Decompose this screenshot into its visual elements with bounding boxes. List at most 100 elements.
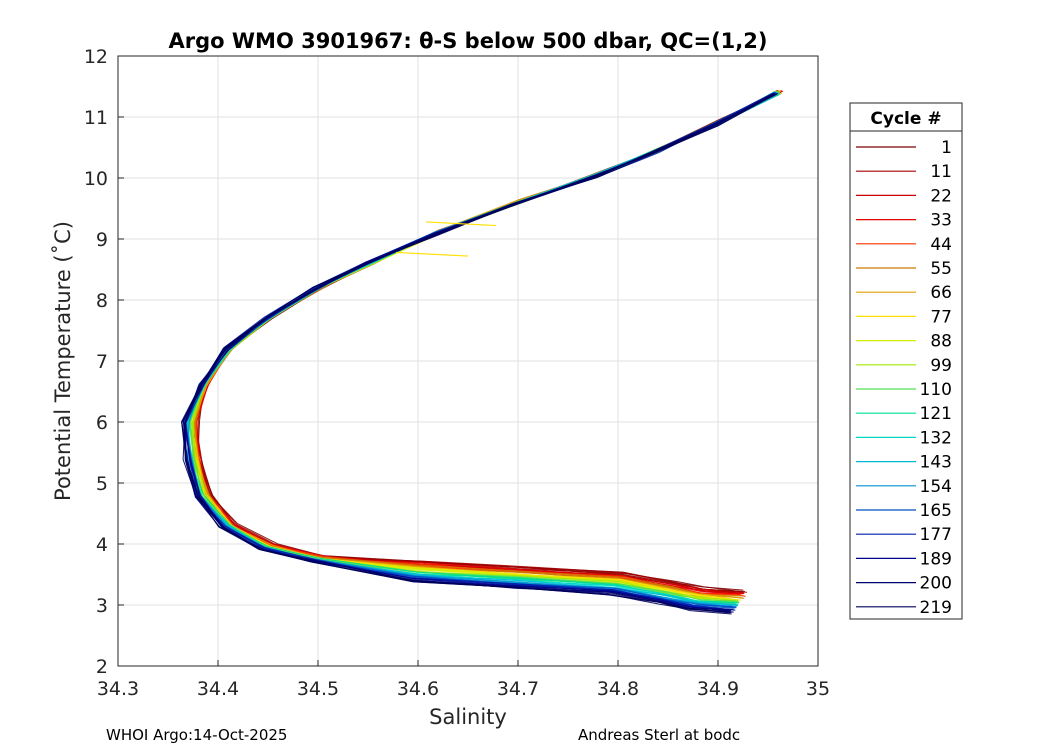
profile-line <box>195 89 778 593</box>
legend-entry-label: 33 <box>930 211 952 231</box>
chart-title: Argo WMO 3901967: θ-S below 500 dbar, QC… <box>169 29 768 53</box>
legend-title: Cycle # <box>870 109 941 129</box>
profile-line <box>187 90 777 600</box>
y-tick-label: 6 <box>96 412 108 434</box>
legend-entry-label: 66 <box>930 283 952 303</box>
legend: Cycle # 11122334455667788991101211321431… <box>849 102 963 620</box>
legend-entry-label: 22 <box>930 186 952 206</box>
profile-line <box>198 89 779 593</box>
profile-line <box>192 91 782 595</box>
profile-line <box>185 93 777 608</box>
profile-line <box>191 90 781 599</box>
profile-line <box>187 94 780 608</box>
profile-line <box>189 93 780 601</box>
y-tick-label: 11 <box>84 107 108 129</box>
legend-entry-label: 177 <box>920 525 952 545</box>
profile-line <box>186 92 780 604</box>
profile-line <box>184 92 775 613</box>
y-tick-label: 4 <box>96 534 108 556</box>
legend-entry-label: 88 <box>930 332 952 352</box>
profile-line <box>192 92 783 598</box>
x-tick-label: 34.9 <box>697 678 739 700</box>
profile-line <box>189 92 781 603</box>
profile-line <box>192 92 781 595</box>
profile-line <box>194 91 778 594</box>
profile-line <box>186 92 778 607</box>
legend-entry-label: 55 <box>930 259 952 279</box>
legend-entry-label: 44 <box>930 235 952 255</box>
y-tick-label: 3 <box>96 595 108 617</box>
profile-line <box>192 90 778 599</box>
profile-line <box>191 93 780 601</box>
profile-line <box>184 92 777 611</box>
legend-items: 1112233445566778899110121132143154165177… <box>856 138 952 618</box>
legend-entry-label: 110 <box>920 380 952 400</box>
x-tick-label: 34.8 <box>597 678 639 700</box>
profile-line <box>183 91 776 608</box>
profile-line <box>190 93 781 602</box>
profile-line <box>184 92 774 612</box>
profile-line <box>195 91 781 593</box>
y-tick-label: 7 <box>96 351 108 373</box>
profile-line <box>188 90 779 603</box>
profile-line <box>196 92 782 597</box>
legend-entry-label: 165 <box>920 501 952 521</box>
legend-entry-label: 99 <box>930 356 952 376</box>
profile-line <box>193 90 782 592</box>
profile-line <box>184 91 776 606</box>
data-curves <box>180 89 784 615</box>
legend-entry-label: 143 <box>920 453 952 473</box>
profile-line <box>189 93 781 601</box>
profile-line <box>197 90 781 591</box>
profile-line <box>185 92 774 608</box>
profile-line <box>185 91 776 611</box>
x-tick-label: 34.4 <box>197 678 239 700</box>
profile-line <box>184 93 775 611</box>
y-tick-label: 12 <box>84 46 108 68</box>
profile-line <box>184 93 775 611</box>
legend-entry-label: 121 <box>920 404 952 424</box>
profile-line <box>182 93 773 614</box>
profile-line <box>186 91 776 606</box>
legend-entry-label: 154 <box>920 477 952 497</box>
profile-line <box>194 91 780 595</box>
legend-entry-label: 219 <box>920 598 952 618</box>
profile-line <box>187 92 779 605</box>
legend-entry-label: 189 <box>920 549 952 569</box>
legend-entry-label: 11 <box>930 162 952 182</box>
legend-entry-label: 200 <box>920 574 952 594</box>
x-tick-label: 34.3 <box>97 678 139 700</box>
legend-box <box>849 102 963 620</box>
profile-line <box>193 90 780 598</box>
profile-line <box>185 92 775 605</box>
profile-line <box>192 90 781 602</box>
footer-left: WHOI Argo:14-Oct-2025 <box>106 726 288 744</box>
profile-line <box>192 90 782 596</box>
profile-line <box>183 93 778 610</box>
x-tick-label: 34.6 <box>397 678 439 700</box>
legend-entry-label: 132 <box>920 428 952 448</box>
x-tick-label: 34.5 <box>297 678 339 700</box>
profile-line <box>180 93 776 612</box>
profile-line <box>181 93 778 613</box>
plot-area-frame <box>117 55 819 667</box>
y-tick-label: 9 <box>96 229 108 251</box>
profile-line <box>189 93 776 602</box>
y-tick-label: 2 <box>96 656 108 678</box>
profile-line <box>184 91 775 607</box>
profile-line <box>192 91 779 602</box>
profile-line <box>194 90 778 599</box>
x-axis-label: Salinity <box>429 705 507 729</box>
profile-line <box>183 91 777 609</box>
profile-line <box>195 92 781 597</box>
y-tick-labels: 2 3 4 5 6 7 8 9 10 11 12 <box>84 46 108 678</box>
profile-line <box>181 93 775 614</box>
outlier-segment <box>425 221 497 227</box>
profile-line <box>193 90 778 594</box>
profile-line <box>183 92 777 609</box>
profile-line <box>182 93 777 615</box>
profile-line <box>192 92 781 604</box>
x-tick-label: 34.7 <box>497 678 539 700</box>
legend-entry-label: 77 <box>930 307 952 327</box>
